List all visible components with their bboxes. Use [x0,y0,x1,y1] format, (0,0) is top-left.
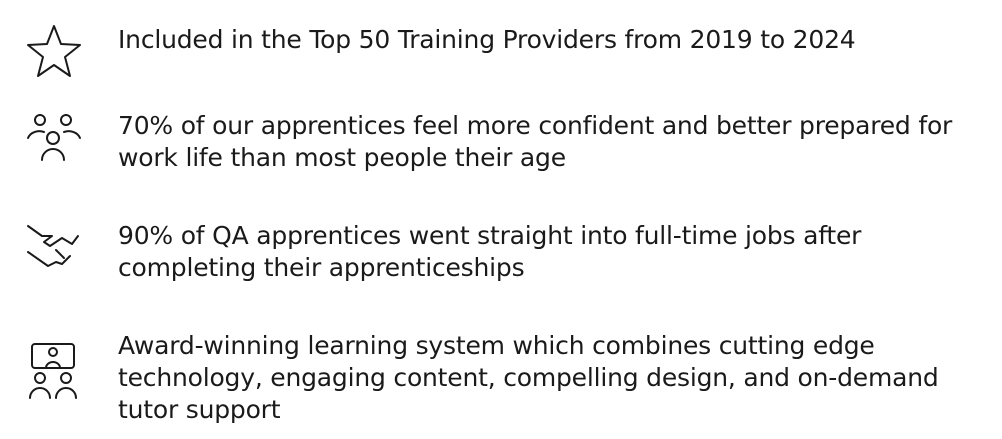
feature-text: 90% of QA apprentices went straight into… [118,221,862,282]
feature-text: Included in the Top 50 Training Provider… [118,25,856,54]
screen-icon [29,343,77,399]
handshake-icon [27,225,79,267]
star-icon [27,25,81,77]
people-icon [27,114,81,161]
feature-text: 70% of our apprentices feel more confide… [118,111,953,172]
feature-text: Award-winning learning system which comb… [118,331,939,424]
